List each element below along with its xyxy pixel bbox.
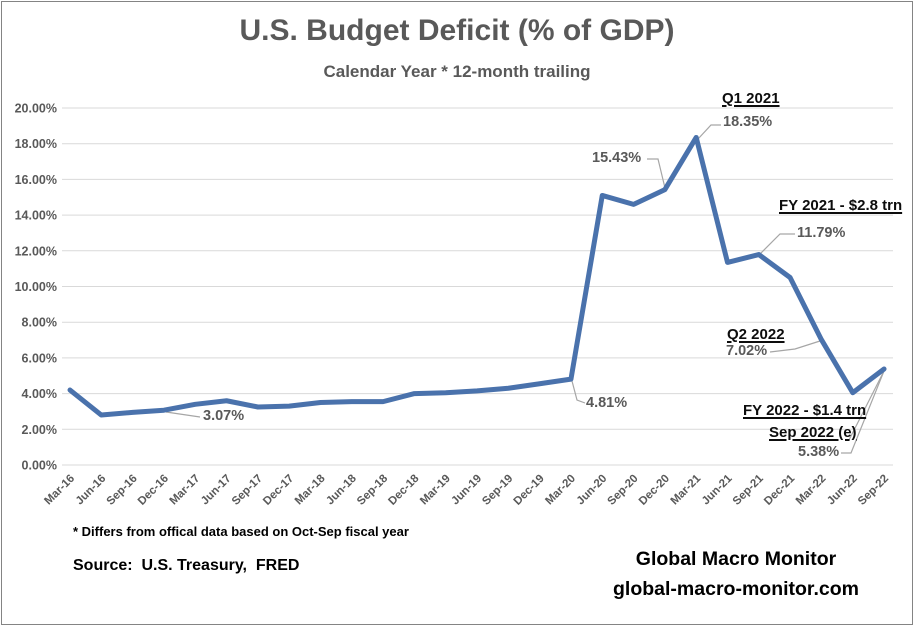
x-axis-tick-label: Mar-21 bbox=[669, 472, 704, 507]
x-axis-tick-label: Dec-17 bbox=[261, 473, 296, 508]
x-axis-tick-label: Mar-17 bbox=[168, 473, 203, 508]
x-axis-tick-label: Mar-18 bbox=[293, 472, 328, 507]
callout-sep-2022: Sep 2022 (e) bbox=[769, 424, 857, 441]
annotation-leader-line bbox=[848, 370, 885, 441]
chart-title: U.S. Budget Deficit (% of GDP) bbox=[239, 14, 675, 47]
x-axis-tick-label: Sep-19 bbox=[480, 473, 515, 508]
x-axis-tick-label: Dec-16 bbox=[136, 473, 171, 508]
brand-block: Global Macro Monitor global-macro-monito… bbox=[590, 548, 882, 601]
footnote: * Differs from offical data based on Oct… bbox=[73, 524, 409, 539]
y-axis-tick-label: 16.00% bbox=[15, 173, 57, 187]
annotation-leader-line bbox=[769, 340, 821, 353]
x-axis-tick-label: Dec-20 bbox=[637, 473, 672, 508]
annotation-leader-line bbox=[571, 380, 586, 404]
x-axis-tick-label: Dec-21 bbox=[762, 472, 798, 508]
data-label-mar20: 4.81% bbox=[586, 395, 628, 411]
x-axis-tick-label: Sep-17 bbox=[230, 473, 265, 508]
callout-fy-2021: FY 2021 - $2.8 trn bbox=[779, 197, 903, 214]
y-axis-tick-label: 8.00% bbox=[22, 316, 57, 330]
callout-q2-2022: Q2 2022 bbox=[727, 326, 785, 343]
annotation-leader-line bbox=[647, 158, 666, 189]
y-axis-tick-label: 6.00% bbox=[22, 351, 57, 365]
data-label-dec16: 3.07% bbox=[203, 408, 245, 424]
x-axis-tick-label: Mar-16 bbox=[42, 473, 77, 508]
brand-url: global-macro-monitor.com bbox=[613, 578, 859, 600]
chart-subtitle: Calendar Year * 12-month trailing bbox=[323, 62, 591, 81]
y-axis-tick-label: 14.00% bbox=[15, 209, 57, 223]
x-axis-tick-label: Sep-20 bbox=[606, 473, 641, 508]
x-axis-tick-label: Jun-18 bbox=[324, 472, 359, 507]
x-axis-tick-label: Dec-18 bbox=[386, 472, 422, 508]
x-axis-tick-label: Sep-16 bbox=[105, 473, 140, 508]
x-axis-tick-label: Mar-19 bbox=[418, 473, 453, 508]
y-axis-tick-label: 10.00% bbox=[15, 280, 57, 294]
callout-fy-2022: FY 2022 - $1.4 trn bbox=[743, 402, 867, 419]
y-axis-tick-label: 0.00% bbox=[22, 459, 57, 473]
source-credit: Source: U.S. Treasury, FRED bbox=[73, 557, 300, 574]
x-axis-tick-label: Jun-17 bbox=[199, 473, 234, 508]
deficit-line-series bbox=[67, 134, 887, 418]
x-axis-tick-label: Dec-19 bbox=[512, 473, 547, 508]
x-axis-tick-label: Sep-21 bbox=[731, 472, 767, 508]
data-label-mar22: 7.02% bbox=[726, 343, 768, 359]
annotation-leader-line bbox=[841, 370, 885, 454]
annotation-leader-line bbox=[759, 233, 795, 255]
x-axis-tick-label: Mar-22 bbox=[794, 473, 829, 508]
data-label-sep21: 11.79% bbox=[797, 225, 846, 241]
x-axis-tick-label: Sep-22 bbox=[856, 473, 891, 508]
x-axis-tick-label: Jun-21 bbox=[700, 472, 735, 507]
x-axis-tick-label: Jun-19 bbox=[449, 473, 484, 508]
data-label-sep22: 5.38% bbox=[798, 444, 840, 460]
x-axis-tick-label: Jun-20 bbox=[575, 473, 610, 508]
y-axis-tick-label: 2.00% bbox=[22, 423, 57, 437]
annotation-leader-line bbox=[697, 124, 721, 140]
callout-q1-2021: Q1 2021 bbox=[722, 90, 780, 107]
x-axis-tick-label: Jun-22 bbox=[825, 473, 860, 508]
y-axis-tick-label: 18.00% bbox=[15, 137, 57, 151]
x-axis-tick-label: Mar-20 bbox=[543, 473, 578, 508]
y-axis-tick-label: 12.00% bbox=[15, 244, 57, 258]
y-axis-tick-label: 20.00% bbox=[15, 102, 57, 116]
x-axis-tick-label: Sep-18 bbox=[355, 472, 391, 508]
y-axis-tick-label: 4.00% bbox=[22, 387, 57, 401]
data-label-dec20: 15.43% bbox=[592, 150, 642, 166]
x-axis-tick-label: Jun-16 bbox=[74, 473, 109, 508]
data-label-mar21: 18.35% bbox=[723, 114, 773, 130]
annotation-leader-line bbox=[165, 411, 201, 418]
brand-name: Global Macro Monitor bbox=[635, 548, 837, 570]
